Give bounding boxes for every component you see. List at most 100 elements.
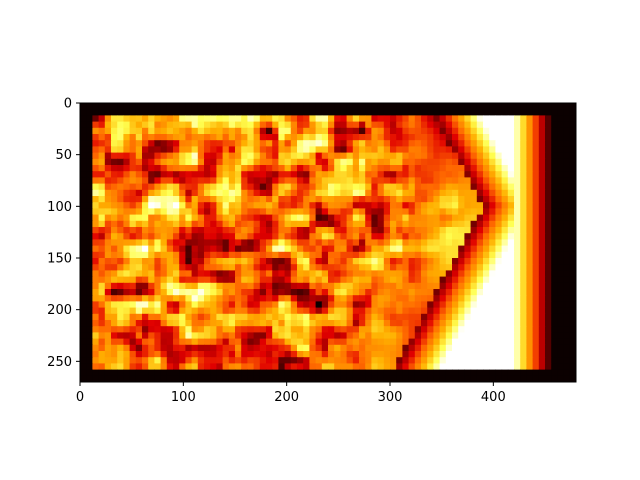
heatmap-cell	[154, 276, 162, 284]
heatmap-cell	[247, 357, 255, 364]
heatmap-cell	[414, 320, 422, 327]
heatmap-cell	[290, 363, 298, 371]
heatmap-cell	[303, 183, 310, 191]
heatmap-cell	[532, 338, 540, 346]
heatmap-cell	[92, 165, 100, 172]
heatmap-cell	[452, 351, 459, 358]
x-tick-label: 300	[378, 390, 403, 405]
heatmap-cell	[569, 245, 576, 253]
heatmap-cell	[328, 177, 335, 185]
heatmap-cell	[514, 152, 521, 160]
heatmap-cell	[377, 227, 385, 234]
heatmap-cell	[148, 301, 155, 309]
heatmap-cell	[334, 202, 341, 209]
heatmap-cell	[321, 375, 329, 382]
heatmap-cell	[538, 301, 546, 309]
heatmap-cell	[272, 165, 279, 172]
heatmap-cell	[346, 375, 354, 382]
heatmap-cell	[129, 289, 137, 296]
heatmap-cell	[334, 103, 341, 110]
heatmap-cell	[545, 196, 552, 203]
heatmap-cell	[545, 233, 552, 240]
heatmap-cell	[452, 202, 459, 209]
heatmap-cell	[520, 196, 527, 203]
heatmap-cell	[470, 320, 478, 327]
heatmap-cell	[421, 251, 428, 259]
heatmap-cell	[433, 109, 441, 116]
heatmap-cell	[266, 375, 273, 382]
heatmap-cell	[235, 344, 242, 352]
heatmap-cell	[545, 251, 552, 259]
heatmap-cell	[334, 301, 341, 309]
heatmap-cell	[458, 196, 465, 203]
heatmap-cell	[346, 307, 354, 315]
heatmap-cell	[272, 313, 279, 321]
heatmap-cell	[532, 313, 540, 321]
heatmap-cell	[86, 289, 93, 296]
heatmap-cell	[408, 276, 416, 284]
heatmap-cell	[104, 276, 112, 284]
heatmap-cell	[501, 227, 509, 234]
heatmap-cell	[315, 295, 323, 302]
heatmap-cell	[371, 344, 379, 352]
heatmap-cell	[210, 220, 217, 228]
heatmap-cell	[445, 351, 453, 358]
heatmap-cell	[483, 320, 490, 327]
heatmap-cell	[476, 121, 484, 129]
heatmap-cell	[160, 103, 168, 110]
heatmap-cell	[439, 121, 447, 129]
heatmap-cell	[551, 375, 558, 382]
heatmap-cell	[235, 326, 242, 333]
heatmap-cell	[98, 202, 106, 209]
heatmap-cell	[241, 109, 248, 116]
heatmap-cell	[309, 183, 317, 191]
heatmap-cell	[154, 363, 162, 371]
heatmap-cell	[309, 189, 317, 197]
heatmap-cell	[390, 289, 397, 296]
heatmap-cell	[160, 375, 168, 382]
heatmap-cell	[334, 196, 341, 203]
heatmap-cell	[204, 227, 211, 234]
heatmap-cell	[185, 115, 193, 123]
heatmap-cell	[507, 307, 515, 315]
heatmap-cell	[259, 338, 267, 346]
heatmap-cell	[272, 282, 279, 290]
heatmap-cell	[98, 351, 106, 358]
heatmap-cell	[315, 313, 323, 321]
heatmap-cell	[408, 115, 416, 123]
heatmap-cell	[297, 282, 304, 290]
heatmap-cell	[98, 357, 106, 364]
heatmap-cell	[359, 301, 366, 309]
heatmap-cell	[427, 121, 434, 129]
heatmap-cell	[86, 307, 93, 315]
heatmap-cell	[445, 121, 453, 129]
heatmap-cell	[514, 165, 521, 172]
heatmap-cell	[235, 239, 242, 247]
heatmap-cell	[365, 282, 372, 290]
heatmap-cell	[476, 301, 484, 309]
heatmap-cell	[545, 127, 552, 135]
heatmap-cell	[526, 270, 534, 278]
heatmap-cell	[92, 276, 100, 284]
heatmap-cell	[104, 313, 112, 321]
heatmap-cell	[563, 177, 571, 185]
heatmap-cell	[507, 146, 515, 154]
heatmap-cell	[489, 121, 496, 129]
heatmap-cell	[266, 282, 273, 290]
x-tick-label: 400	[481, 390, 506, 405]
heatmap-cell	[154, 245, 162, 253]
heatmap-cell	[129, 183, 137, 191]
heatmap-cell	[98, 121, 106, 129]
heatmap-cell	[247, 332, 255, 340]
heatmap-cell	[439, 183, 447, 191]
heatmap-cell	[396, 140, 403, 147]
heatmap-cell	[284, 220, 292, 228]
heatmap-cell	[520, 239, 527, 247]
heatmap-cell	[259, 270, 267, 278]
heatmap-cell	[514, 220, 521, 228]
heatmap-cell	[92, 245, 100, 253]
heatmap-cell	[538, 121, 546, 129]
heatmap-cell	[216, 146, 224, 154]
heatmap-cell	[222, 158, 230, 166]
heatmap-cell	[309, 332, 317, 340]
